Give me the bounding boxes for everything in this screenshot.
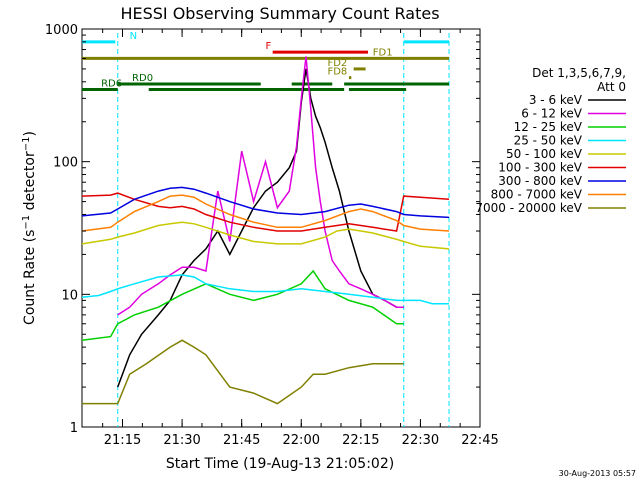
- y-axis-label-sup1: −1: [21, 215, 32, 230]
- legend-label: 25 - 50 keV: [514, 134, 583, 148]
- legend-header-1: Det 1,3,5,6,7,9,: [532, 66, 626, 80]
- y-tick-label: 1000: [45, 23, 78, 38]
- legend-label: 100 - 300 keV: [498, 161, 582, 175]
- x-tick-label: 22:15: [342, 433, 379, 448]
- series-line: [81, 274, 449, 305]
- legend-label: 300 - 800 keV: [498, 174, 582, 188]
- x-tick-label: 21:30: [163, 433, 200, 448]
- flag-label: FD1: [373, 47, 393, 58]
- flag-label: RD0: [132, 73, 153, 84]
- y-axis-label-main: Count Rate (s: [22, 230, 38, 325]
- y-tick-label: 10: [61, 288, 78, 303]
- legend-label: 50 - 100 keV: [506, 147, 583, 161]
- series-line: [81, 186, 450, 219]
- y-tick-label: 100: [53, 156, 78, 171]
- series-line: [117, 56, 404, 316]
- flag-label: RD6: [101, 78, 122, 89]
- series-line: [116, 68, 404, 388]
- y-axis-label: Count Rate (s−1 detector−1): [21, 131, 39, 325]
- footer-date: 30-Aug-2013 05:57: [559, 469, 636, 478]
- y-tick-label: 1: [70, 421, 78, 436]
- series-line: [81, 221, 450, 250]
- legend-header-2: Att 0: [597, 80, 626, 94]
- y-axis-label-sup2: −1: [21, 137, 32, 152]
- y-axis-label-end: ): [22, 131, 38, 136]
- x-axis: 21:15 21:30 21:45 22:00 22:15 22:30 22:45: [102, 29, 499, 448]
- flag-label: N: [130, 31, 137, 42]
- flag-label: FD8: [327, 67, 347, 78]
- series-line: [81, 269, 404, 342]
- night-boundaries: [117, 33, 450, 427]
- series-line: [81, 194, 450, 232]
- legend-label: 6 - 12 keV: [521, 107, 583, 121]
- y-axis: 1 10 100 1000: [45, 23, 480, 436]
- legend-label: 800 - 7000 keV: [491, 188, 583, 202]
- x-tick-label: 21:15: [104, 433, 141, 448]
- flag-label: F: [266, 41, 272, 52]
- legend-label: 7000 - 20000 keV: [475, 201, 582, 215]
- y-axis-label-mid: detector: [22, 151, 38, 215]
- series-line: [82, 339, 404, 405]
- series-lines: [81, 56, 450, 405]
- series-line: [81, 192, 450, 232]
- legend-label: 3 - 6 keV: [529, 93, 583, 107]
- x-tick-label: 22:30: [402, 433, 439, 448]
- x-axis-label: Start Time (19-Aug-13 21:05:02): [166, 456, 394, 472]
- flag-label: FD2: [327, 58, 347, 69]
- chart-title: HESSI Observing Summary Count Rates: [120, 4, 439, 23]
- x-tick-label: 22:45: [461, 433, 498, 448]
- x-tick-label: 21:45: [223, 433, 260, 448]
- x-tick-label: 22:00: [283, 433, 320, 448]
- legend-label: 12 - 25 keV: [514, 120, 583, 134]
